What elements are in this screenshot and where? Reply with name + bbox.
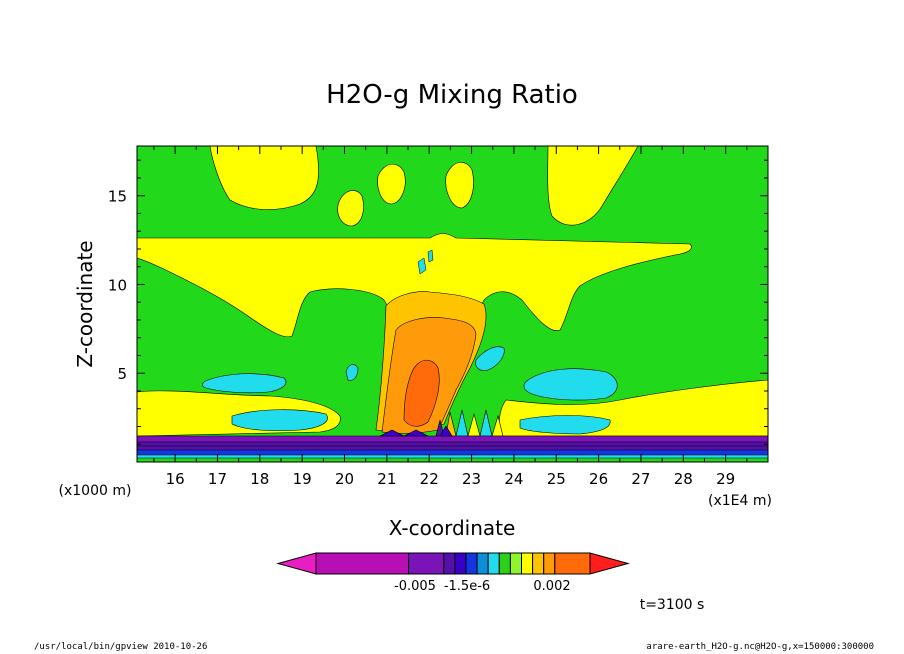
x-tick-label: 29 [716, 470, 735, 488]
chart-title: H2O-g Mixing Ratio [326, 80, 578, 110]
colorbar-labels: -0.005 -1.5e-6 0.002 [394, 579, 571, 594]
top-mid-blob-b [377, 163, 406, 205]
colorbar-high-arrow [589, 552, 630, 575]
colorbar-segment [509, 552, 523, 575]
colorbar-segment [498, 552, 511, 575]
x-axis-unit: (x1E4 m) [708, 493, 772, 509]
small-cyan-spot [345, 364, 359, 381]
colorbar-tick-label: -0.005 [394, 579, 436, 594]
colorbar-tick-label: -1.5e-6 [444, 579, 490, 594]
footer-command: /usr/local/bin/gpview 2010-10-26 [34, 642, 208, 652]
surface-band-cyan [137, 455, 768, 458]
time-label: t=3100 s [640, 597, 705, 613]
surface-band-upper [137, 436, 768, 442]
top-right-yellow-blob [547, 146, 639, 226]
colorbar-tick-label: 0.002 [533, 579, 570, 594]
x-tick-label: 24 [504, 470, 523, 488]
x-tick-label: 20 [335, 470, 354, 488]
right-cyan-streak [475, 346, 505, 371]
colorbar-segment [408, 552, 445, 575]
colorbar-segment [487, 552, 500, 575]
left-cyan-pocket [202, 373, 287, 394]
plot-frame [136, 145, 769, 463]
top-mid-blob-a [337, 190, 364, 227]
x-tick-label: 16 [166, 470, 185, 488]
mid-cyan-drip-a [417, 257, 427, 275]
contour-field [137, 146, 768, 462]
x-tick-label: 28 [674, 470, 693, 488]
colorbar [276, 552, 630, 575]
surface-band-green [137, 458, 768, 462]
x-tick-label: 17 [208, 470, 227, 488]
x-tick-label: 18 [250, 470, 269, 488]
colorbar-segment [532, 552, 545, 575]
plume-inner-core [403, 359, 440, 427]
left-cyan-low [231, 409, 328, 432]
colorbar-segment [443, 552, 456, 575]
right-cyan-low [519, 415, 611, 435]
x-tick-label: 27 [631, 470, 650, 488]
x-axis-ticks: 16 17 18 19 20 21 22 23 24 25 26 27 28 29 [153, 146, 748, 488]
x-tick-label: 25 [547, 470, 566, 488]
y-axis-ticks: 5 10 15 [108, 159, 768, 445]
x-axis-label: X-coordinate [389, 516, 516, 540]
colorbar-low-arrow [276, 552, 317, 575]
right-cyan-pocket [523, 368, 618, 401]
top-left-yellow-blob [209, 146, 319, 210]
surface-band-blue [137, 450, 768, 455]
colorbar-segment [465, 552, 478, 575]
colorbar-segment [554, 552, 591, 575]
y-tick-label: 10 [108, 276, 127, 294]
colorbar-segment [543, 552, 556, 575]
base-turbulence [435, 409, 504, 437]
mid-cyan-drip-b [427, 249, 434, 263]
colorbar-segment [454, 552, 467, 575]
colorbar-segment [315, 552, 410, 575]
x-tick-label: 21 [377, 470, 396, 488]
surface-contour-lines [137, 435, 768, 459]
x-tick-label: 22 [420, 470, 439, 488]
x-tick-label: 23 [462, 470, 481, 488]
y-tick-label: 5 [117, 365, 127, 383]
x-tick-label: 26 [589, 470, 608, 488]
colorbar-segment [521, 552, 534, 575]
y-axis-unit: (x1000 m) [59, 483, 132, 499]
top-mid-blob-c [445, 162, 474, 209]
y-axis-label: Z-coordinate [73, 240, 97, 367]
y-tick-label: 15 [108, 188, 127, 206]
colorbar-segment [476, 552, 489, 575]
x-tick-label: 19 [293, 470, 312, 488]
footer-source: arare-earth_H2O-g.nc@H2O-g,x=150000:3000… [646, 642, 874, 652]
surface-dark-cells [379, 425, 453, 437]
